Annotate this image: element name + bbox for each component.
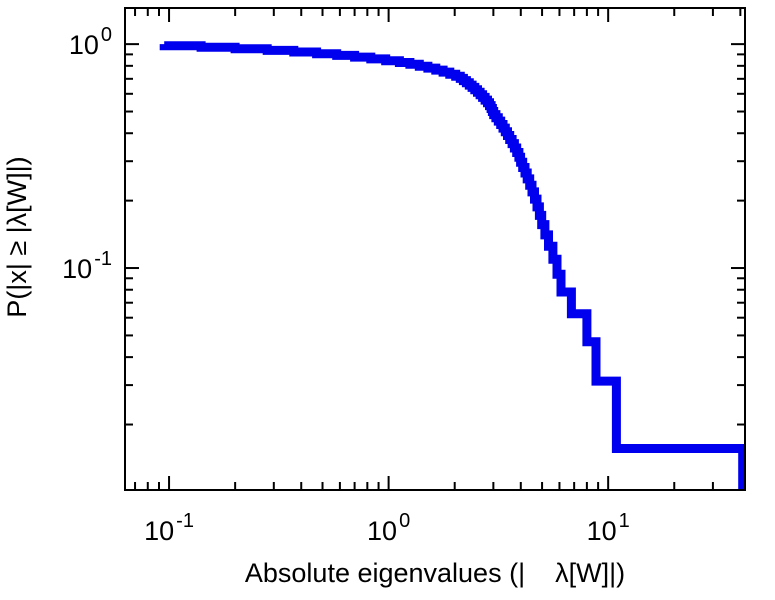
ccdf-step-curve [159,41,745,490]
x-axis-label: Absolute eigenvalues (| λ[W]|) [244,558,626,588]
y-tick-label-0: 10 0 [69,24,112,60]
x-tick-label-2: 10 1 [587,510,630,546]
y-axis-label: P(|x| ≥ |λ[W]|) [2,156,32,318]
x-tick-label-1: 10 0 [367,510,410,546]
axis-ticks [125,8,745,490]
y-tick-label-1: 10 -1 [62,248,112,284]
x-tick-label-0: 10 -1 [144,510,194,546]
plot-border [124,7,746,491]
